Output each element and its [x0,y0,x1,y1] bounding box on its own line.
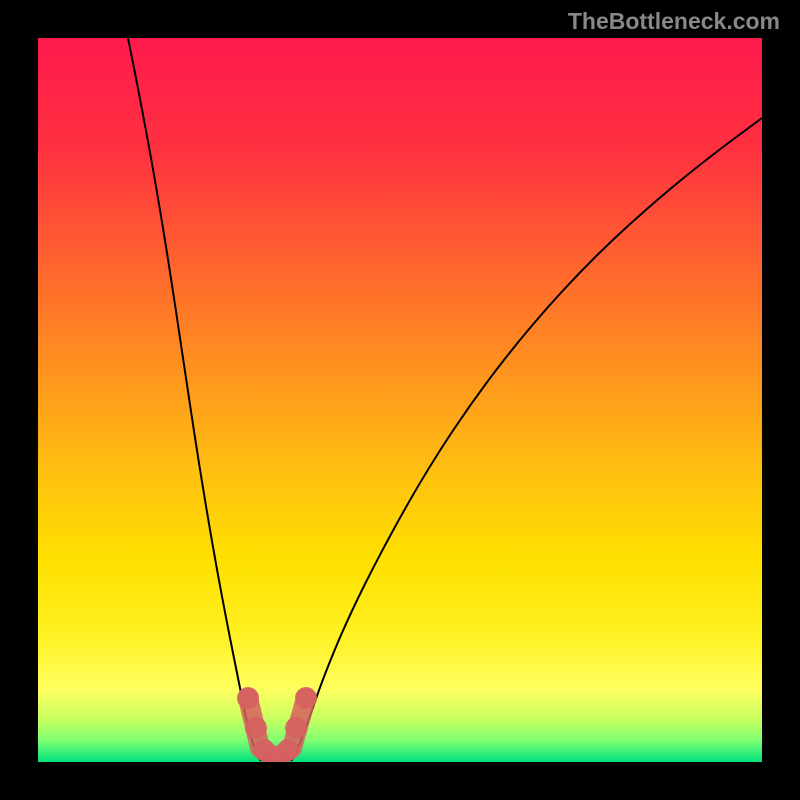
gradient-background [38,38,762,762]
watermark-text: TheBottleneck.com [568,8,780,35]
chart-plot-area [38,38,762,762]
chart-svg [38,38,762,762]
